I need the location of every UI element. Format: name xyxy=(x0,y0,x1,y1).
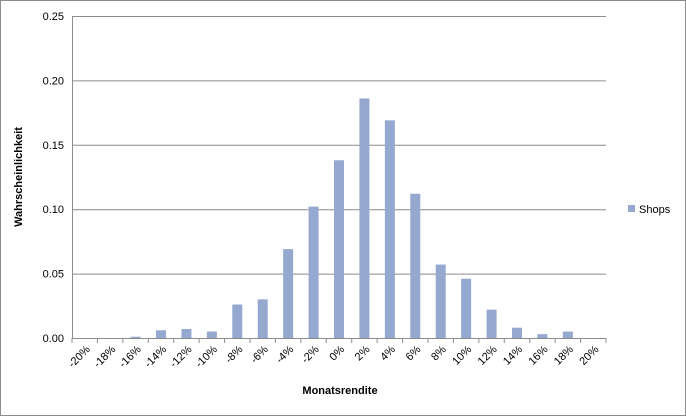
y-axis-title: Wahrscheinlichkeit xyxy=(13,127,25,227)
bar xyxy=(486,309,497,338)
bar xyxy=(512,327,522,338)
legend-swatch xyxy=(628,205,635,212)
y-tick-label: 0.00 xyxy=(43,333,64,345)
bar xyxy=(283,249,294,338)
bar xyxy=(232,304,243,338)
bar xyxy=(537,334,548,338)
bar xyxy=(156,330,166,338)
bar xyxy=(308,206,319,338)
bar xyxy=(257,299,268,338)
bar xyxy=(206,331,217,338)
legend-label: Shops xyxy=(639,204,671,216)
y-tick-label: 0.15 xyxy=(43,140,64,152)
y-tick-label: 0.10 xyxy=(43,204,64,216)
x-axis-title: Monatsrendite xyxy=(302,385,377,397)
bar xyxy=(130,336,141,338)
bar xyxy=(562,331,573,338)
bar xyxy=(435,264,446,338)
bar xyxy=(334,160,344,338)
y-tick-label: 0.25 xyxy=(43,11,64,23)
bar xyxy=(461,278,472,338)
y-tick-label: 0.20 xyxy=(43,75,64,87)
bar xyxy=(410,193,421,338)
bar xyxy=(384,120,395,338)
bar xyxy=(359,98,370,338)
y-tick-label: 0.05 xyxy=(43,269,64,281)
bar xyxy=(181,328,192,338)
